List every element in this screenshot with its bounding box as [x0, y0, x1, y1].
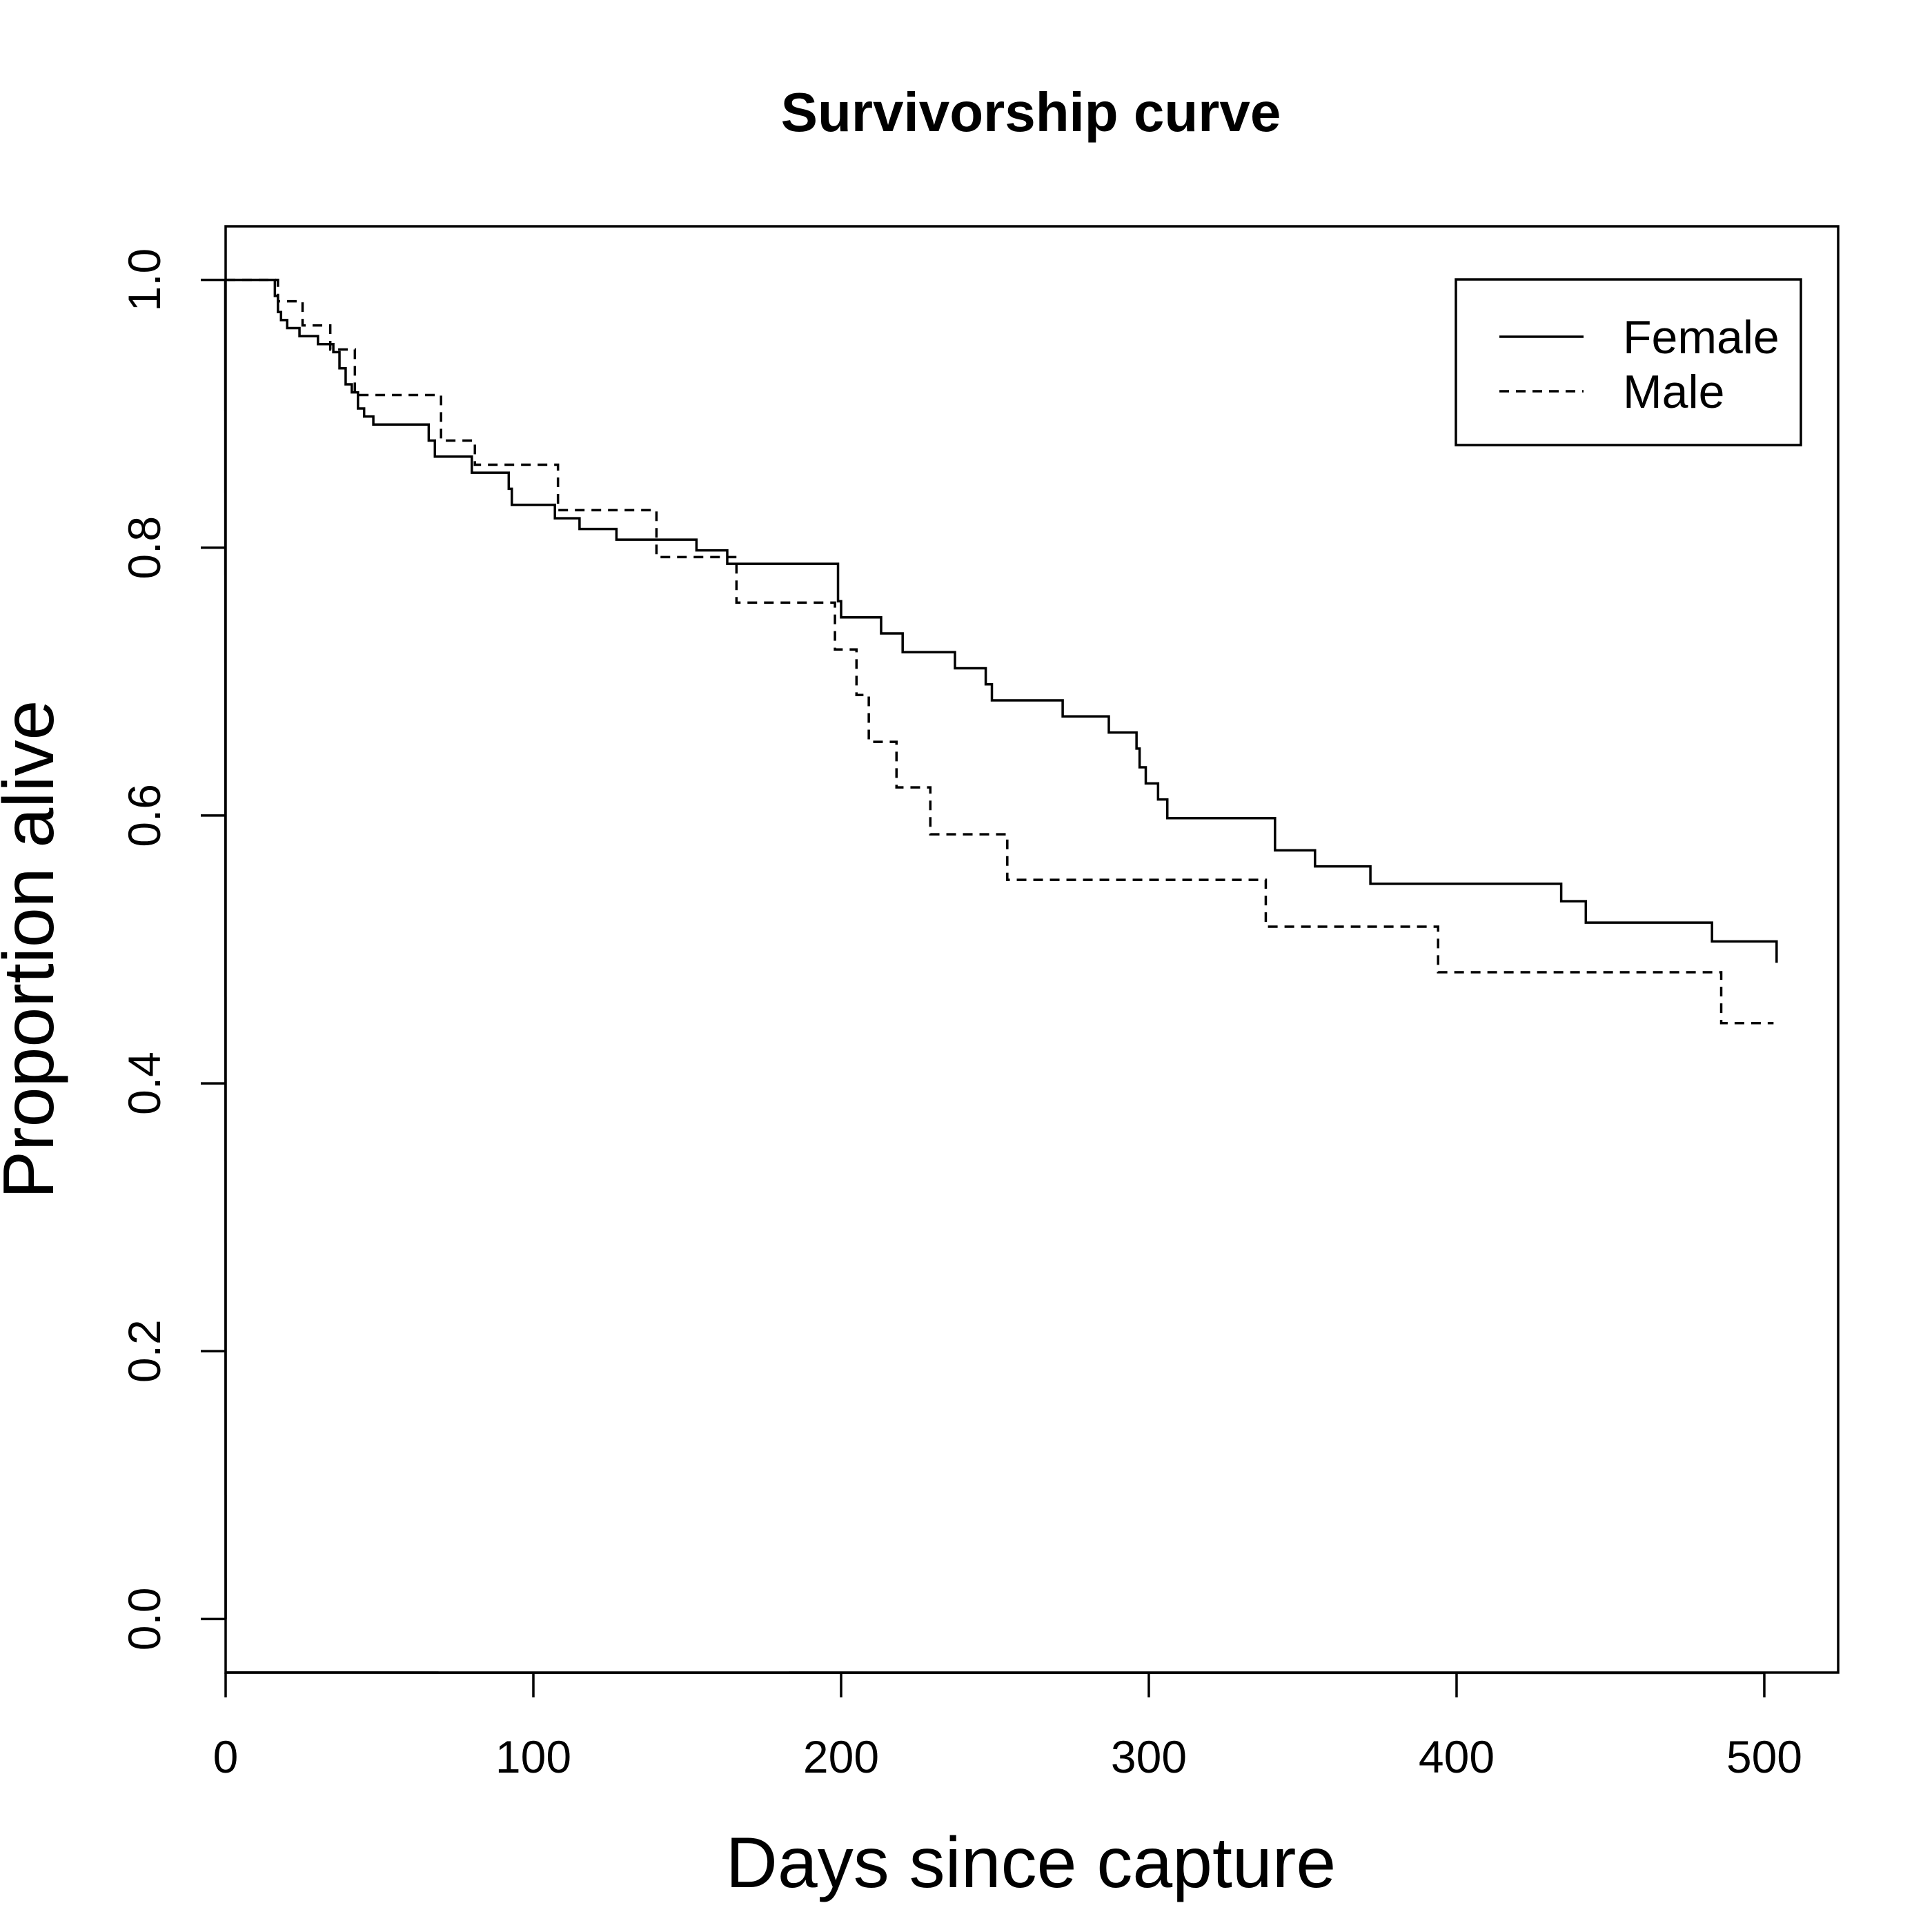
x-tick-label: 100 — [495, 1731, 571, 1782]
x-tick-label: 300 — [1111, 1731, 1187, 1782]
series-line-female — [226, 278, 1778, 963]
y-tick-label: 1.0 — [119, 248, 170, 312]
y-tick-label: 0.6 — [119, 784, 170, 847]
y-tick-label: 0.0 — [119, 1587, 170, 1650]
legend: Female Male — [1455, 278, 1802, 446]
x-axis-title: Days since capture — [726, 1823, 1336, 1903]
y-tick-label: 0.2 — [119, 1319, 170, 1383]
y-axis-title: Proportion alive — [0, 700, 69, 1199]
series-line-male — [226, 278, 1774, 1025]
series-layer — [226, 278, 1778, 1025]
x-axis: 0 100 200 300 400 500 — [213, 1671, 1802, 1782]
x-tick-label: 400 — [1419, 1731, 1495, 1782]
x-tick-label: 200 — [803, 1731, 879, 1782]
y-tick-label: 0.4 — [119, 1052, 170, 1115]
legend-label-male: Male — [1623, 366, 1724, 418]
legend-box — [1455, 278, 1802, 446]
y-axis: 0.0 0.2 0.4 0.6 0.8 1.0 — [119, 248, 227, 1650]
x-tick-label: 500 — [1726, 1731, 1802, 1782]
y-tick-label: 0.8 — [119, 516, 170, 580]
legend-label-female: Female — [1623, 311, 1780, 364]
x-tick-label: 0 — [213, 1731, 239, 1782]
chart-title: Survivorship curve — [781, 81, 1281, 143]
plot-frame — [224, 225, 1840, 1674]
